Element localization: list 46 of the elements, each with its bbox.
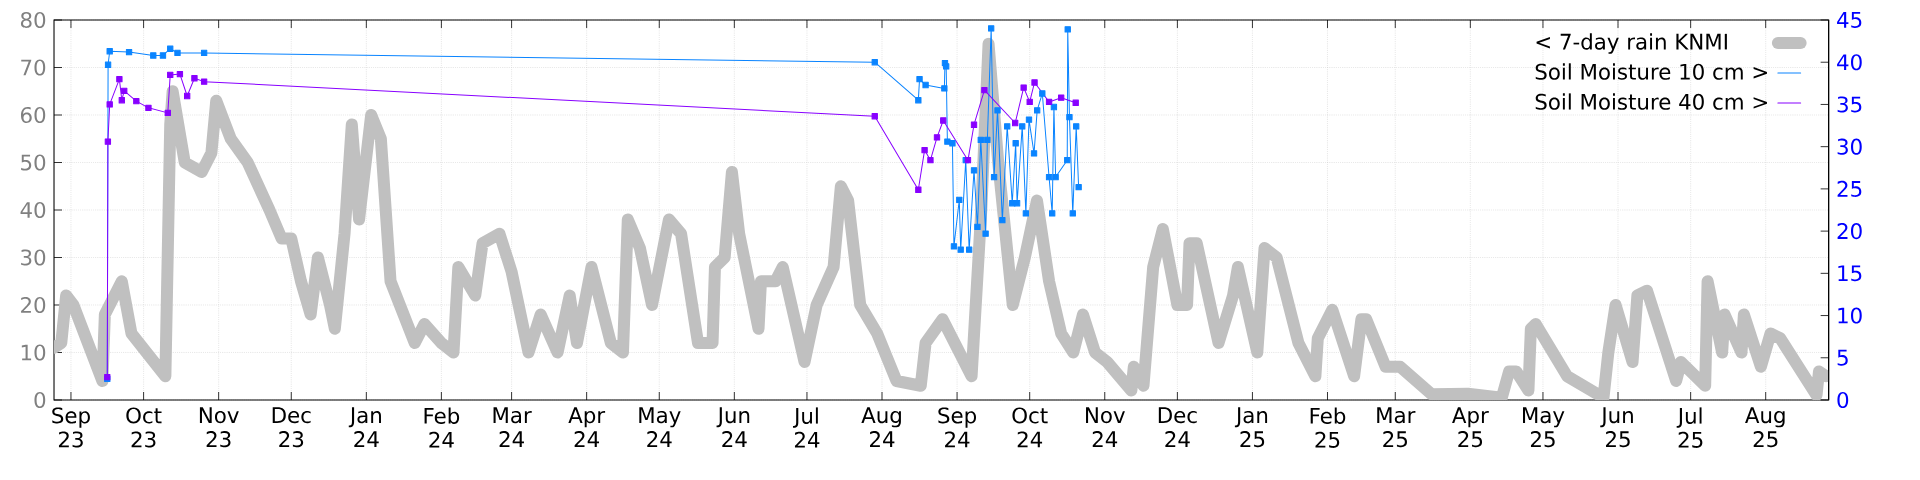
y2-tick-label: 20 <box>1837 223 1862 240</box>
x-tick-label: Oct 24 <box>1012 407 1048 448</box>
x-tick-label: Dec 24 <box>1158 407 1197 447</box>
x-tick-label: May 25 <box>1523 407 1565 448</box>
y2-tick-label: 35 <box>1837 96 1862 113</box>
legend-label: Soil Moisture 10 cm > <box>1535 63 1767 80</box>
x-tick-label: Apr 25 <box>1452 407 1489 448</box>
y2-tick-label: 15 <box>1838 265 1862 282</box>
x-tick-label: Jun 24 <box>716 407 750 447</box>
x-tick-label: Jan 25 <box>1234 407 1268 448</box>
x-tick-label: Dec 23 <box>272 407 311 448</box>
y2-tick-label: 10 <box>1838 307 1862 324</box>
x-tick-label: May 24 <box>639 407 681 447</box>
x-tick-label: Jul 24 <box>792 407 820 448</box>
x-tick-label: Apr 24 <box>568 407 606 447</box>
x-tick-label: Mar 25 <box>1377 407 1416 448</box>
x-tick-label: Aug 25 <box>1745 407 1785 448</box>
x-tick-label: Jul 25 <box>1676 407 1703 448</box>
legend-label: Soil Moisture 40 cm > <box>1535 93 1767 110</box>
y-tick-label: 80 <box>20 11 46 29</box>
y-tick-label: 30 <box>21 249 46 266</box>
y2-tick-label: 25 <box>1837 180 1862 197</box>
x-tick-label: Feb 25 <box>1310 407 1346 448</box>
y2-tick-label: 0 <box>1837 391 1849 409</box>
y-tick-label: 50 <box>21 154 46 171</box>
x-tick-label: Sep 23 <box>52 407 90 448</box>
y-tick-label: 60 <box>20 106 46 124</box>
x-tick-label: Oct 23 <box>126 407 162 448</box>
legend-label: < 7-day rain KNMI <box>1536 33 1727 54</box>
x-tick-label: Nov 24 <box>1086 407 1125 447</box>
y-tick-label: 20 <box>21 296 46 314</box>
x-tick-label: Nov 23 <box>199 407 239 448</box>
y-tick-label: 70 <box>21 59 46 76</box>
y2-tick-label: 40 <box>1837 54 1862 71</box>
x-tick-label: Feb 24 <box>424 407 460 448</box>
y-tick-label: 40 <box>20 201 46 219</box>
x-tick-label: Sep 24 <box>938 407 977 448</box>
x-tick-label: Aug 24 <box>861 407 901 447</box>
x-tick-label: Jan 24 <box>348 407 381 447</box>
y-tick-label: 0 <box>34 391 46 409</box>
x-tick-label: Mar 24 <box>493 407 532 447</box>
y-tick-label: 10 <box>21 344 46 361</box>
y2-tick-label: 5 <box>1837 349 1848 366</box>
y2-tick-label: 30 <box>1837 138 1862 155</box>
x-tick-label: Jun 25 <box>1600 407 1633 448</box>
y2-tick-label: 45 <box>1837 12 1862 28</box>
